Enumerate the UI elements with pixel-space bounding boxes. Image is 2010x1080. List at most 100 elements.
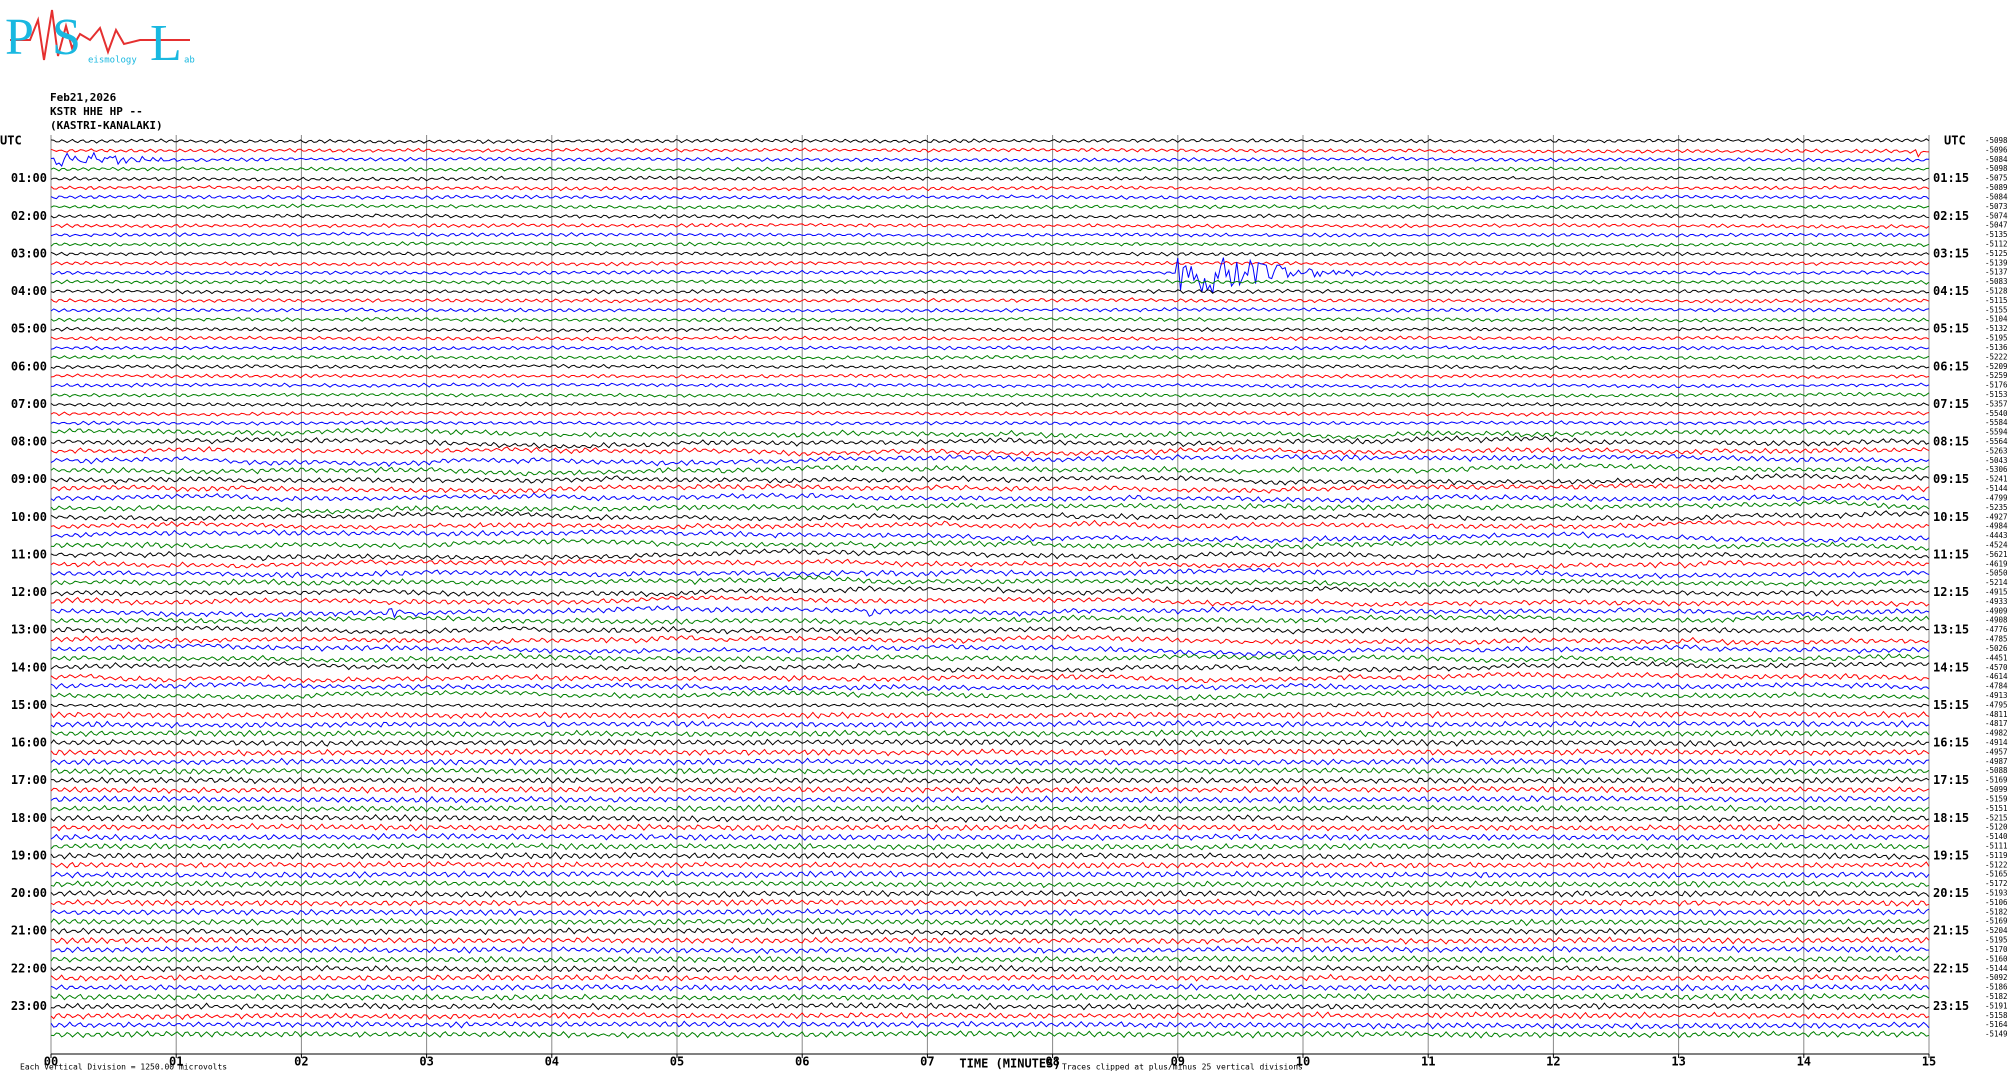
x-tick-label: 03 [419,1055,433,1069]
trace-offset: -5241 [1985,475,2008,484]
trace-offset: -4982 [1985,729,2008,738]
trace-offset: -5096 [1985,145,2008,154]
x-tick-label: 06 [795,1055,809,1069]
trace [50,213,1930,220]
trace-offset: -4776 [1985,625,2008,634]
trace-offset: -5155 [1985,305,2008,314]
trace-offset: -5209 [1985,362,2008,371]
x-tick-label: 09 [1171,1055,1185,1069]
hour-label-right: 18:15 [1933,811,1969,825]
trace-offset: -5047 [1985,221,2008,230]
hour-label: 11:00 [11,547,47,561]
trace-offset: -5235 [1985,503,2008,512]
trace-offset: -5263 [1985,446,2008,455]
hour-label: 19:00 [11,848,47,862]
trace-offset: -4984 [1985,522,2008,531]
trace [50,1030,1930,1039]
trace [50,307,1930,313]
logo-wave [10,9,190,61]
hour-label-right: 02:15 [1933,209,1969,223]
trace-offset: -4957 [1985,747,2008,756]
logo: P S L eismology ab [5,9,195,72]
trace [50,605,1930,619]
trace [50,747,1930,757]
hour-label-right: 22:15 [1933,961,1969,975]
logo-letter: P [5,9,34,66]
hour-label-right: 11:15 [1933,547,1969,561]
clip-note: Traces clipped at plus/minus 25 vertical… [1062,1063,1303,1072]
hour-label: 14:00 [11,660,47,674]
hour-label: 21:00 [11,924,47,938]
hour-label: 22:00 [11,961,47,975]
hour-label-right: 01:15 [1933,171,1969,185]
trace-offset: -5026 [1985,644,2008,653]
hour-label-right: 05:15 [1933,322,1969,336]
trace [50,445,1930,457]
x-tick-label: 10 [1296,1055,1310,1069]
trace [50,757,1930,766]
trace-offset: -5306 [1985,465,2008,474]
trace-offset: -5139 [1985,258,2008,267]
trace [50,420,1930,426]
trace-offset: -5120 [1985,823,2008,832]
trace [50,889,1930,898]
x-tick-label: 00 [44,1055,58,1069]
trace [50,185,1930,192]
trace [50,231,1930,238]
hour-label-right: 10:15 [1933,510,1969,524]
trace [50,454,1930,468]
trace-offset: -4933 [1985,597,2008,606]
x-tick-label: 11 [1421,1055,1435,1069]
hour-label-right: 12:15 [1933,585,1969,599]
trace-offset: -5112 [1985,239,2008,248]
trace-offset: -5088 [1985,766,2008,775]
trace-offset: -5132 [1985,324,2008,333]
trace-offset: -5169 [1985,917,2008,926]
trace-offset: -5092 [1985,973,2008,982]
trace-offset: -5128 [1985,287,2008,296]
hour-label-right: 08:15 [1933,435,1969,449]
trace [50,842,1930,851]
trace-offset: -5182 [1985,992,2008,1001]
trace [50,401,1930,408]
trace [50,363,1930,371]
hour-label: 05:00 [11,322,47,336]
trace [50,681,1930,692]
trace [50,241,1930,248]
trace-offset: -5165 [1985,870,2008,879]
trace [50,822,1930,832]
location: (KASTRI-KANALAKI) [50,119,163,132]
trace [50,203,1930,210]
trace [50,832,1930,842]
hour-label-right: 13:15 [1933,623,1969,637]
trace [50,175,1930,182]
logo-caption: ab [184,56,195,66]
trace-offset: -5160 [1985,954,2008,963]
trace [50,166,1930,173]
trace [50,382,1930,389]
trace [50,435,1930,449]
trace-offset: -5089 [1985,183,2008,192]
trace-offset: -4915 [1985,588,2008,597]
trace [50,316,1930,323]
hour-label: 15:00 [11,698,47,712]
trace [50,482,1930,495]
trace [50,567,1930,580]
trace-offset: -5104 [1985,315,2008,324]
trace-offset: -5214 [1985,578,2008,587]
trace [50,643,1930,657]
trace-offset: -5182 [1985,907,2008,916]
trace [50,222,1930,230]
trace-offset: -5111 [1985,841,2008,850]
trace-offset: -5215 [1985,813,2008,822]
trace [50,462,1930,477]
trace-offset: -5584 [1985,418,2008,427]
hour-label-right: 07:15 [1933,397,1969,411]
trace [50,936,1930,945]
trace-offset: -5151 [1985,804,2008,813]
trace [50,510,1930,522]
hour-label: 10:00 [11,510,47,524]
hour-label: 12:00 [11,585,47,599]
x-tick-label: 13 [1671,1055,1685,1069]
